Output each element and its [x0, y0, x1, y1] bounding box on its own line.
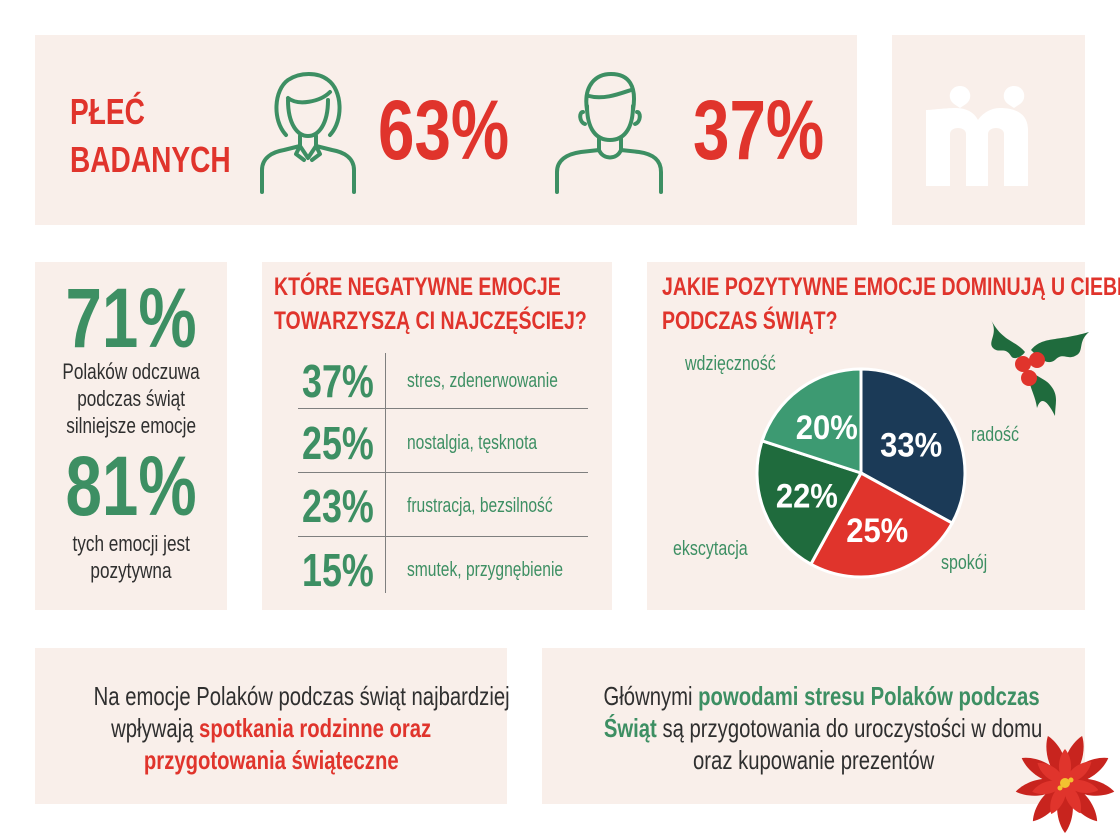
negative-divider-vertical [385, 353, 386, 593]
negative-divider [298, 408, 588, 409]
pie-value-label: 22% [776, 477, 838, 515]
negative-divider [298, 536, 588, 537]
summary-panel-left [35, 648, 507, 804]
negative-row-pct: 23% [302, 480, 374, 532]
pie-slice-0 [859, 367, 967, 526]
pie-category-label: radość [971, 423, 1019, 445]
summary-text-left: Na emocje Polaków podczas świąt najbardz… [93, 681, 510, 775]
negative-divider [298, 472, 588, 473]
holly-icon [991, 320, 1089, 416]
pie-slice-2 [755, 438, 864, 567]
gender-title: PŁEĆ BADANYCH [70, 91, 231, 180]
pie-slice-1 [808, 470, 955, 579]
positive-emotions-title: JAKIE POZYTYWNE EMOCJE DOMINUJĄ U CIEBIE… [662, 273, 1120, 335]
brand-logo [926, 86, 1028, 186]
pie-category-label: spokój [941, 551, 987, 573]
stat2-percentage: 81% [65, 439, 197, 533]
female-percentage: 63% [378, 83, 510, 177]
negative-row-label: frustracja, bezsilność [407, 495, 553, 517]
negative-emotions-title: KTÓRE NEGATYWNE EMOCJE TOWARZYSZĄ CI NAJ… [274, 273, 587, 335]
stat1-percentage: 71% [65, 271, 197, 365]
negative-row-label: smutek, przygnębienie [407, 559, 564, 581]
pie-category-label: ekscytacja [673, 537, 749, 559]
pie-category-label: wdzięczność [684, 352, 776, 374]
stats-panel [35, 262, 227, 610]
pie-value-label: 33% [880, 426, 942, 464]
pie-value-label: 25% [846, 512, 908, 550]
negative-emotions-panel [262, 262, 612, 610]
negative-row-pct: 15% [302, 544, 374, 596]
male-percentage: 37% [693, 83, 825, 177]
negative-row-label: nostalgia, tęsknota [407, 432, 538, 454]
negative-row-pct: 37% [302, 355, 374, 407]
summary-panel-right [542, 648, 1085, 804]
stat1-description: Polaków odczuwa podczas świąt silniejsze… [62, 359, 200, 438]
pie-value-label: 20% [796, 409, 858, 447]
male-person-icon [555, 72, 663, 194]
female-person-icon [260, 72, 356, 194]
stat2-description: tych emocji jest pozytywna [72, 531, 190, 583]
poinsettia-icon [1015, 736, 1115, 833]
pie-slice-3 [760, 367, 863, 476]
negative-row-label: stres, zdenerwowanie [407, 370, 558, 392]
negative-row-pct: 25% [302, 417, 374, 469]
summary-text-right: Głównymi powodami stresu Polaków podczas… [603, 681, 1043, 775]
pie-chart: 33% 25%22% 20% radość spokój ekscytacja wdzię… [673, 352, 1019, 579]
gender-panel [35, 35, 857, 225]
